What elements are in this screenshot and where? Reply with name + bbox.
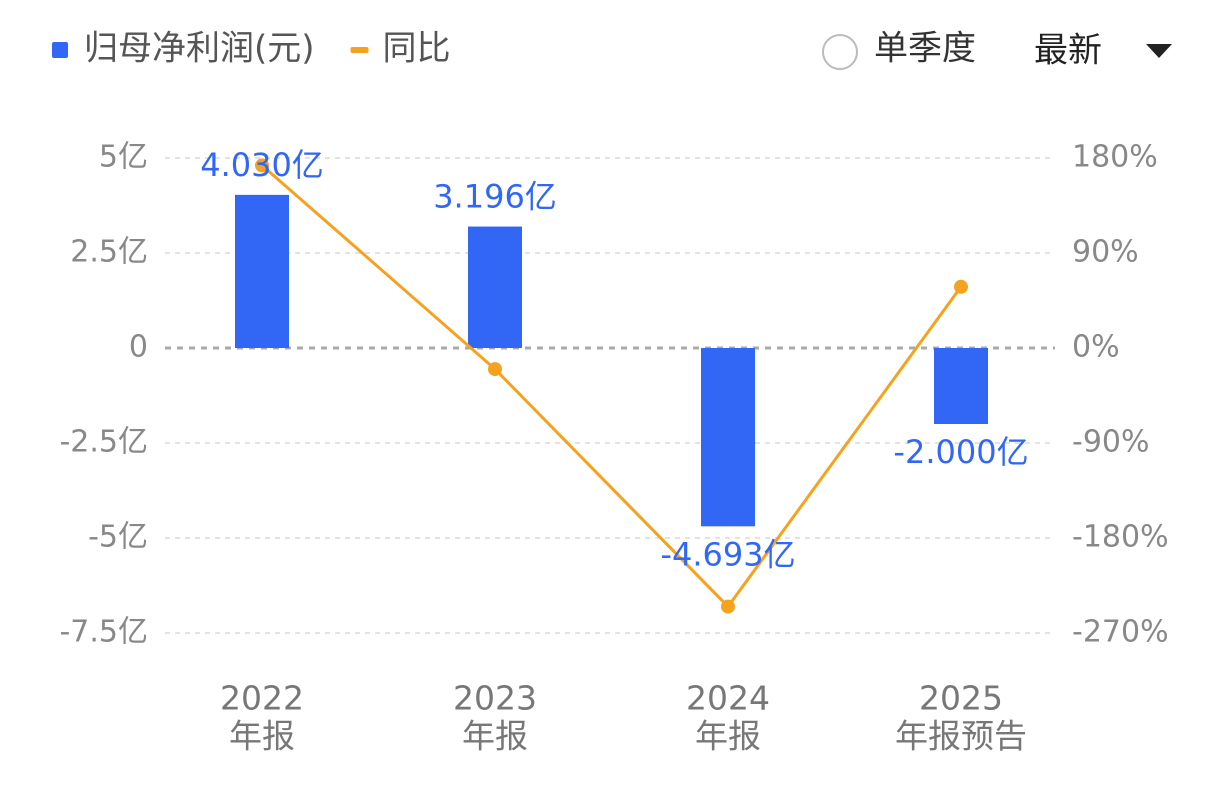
y2-tick-label: 90% <box>1072 235 1139 270</box>
y2-tick-label: 180% <box>1072 140 1158 175</box>
y-tick-label: 5亿 <box>99 140 148 175</box>
bar <box>934 348 988 424</box>
x-tick-label: 2025 <box>919 679 1003 718</box>
y2-tick-label: -270% <box>1072 615 1169 650</box>
x-tick-label: 年报预告 <box>895 717 1027 756</box>
dropdown-arrow[interactable] <box>1146 44 1172 58</box>
line <box>261 164 963 609</box>
data-label: -4.693亿 <box>660 535 795 573</box>
data-label: 4.030亿 <box>200 146 324 184</box>
bar <box>468 226 522 348</box>
legend-swatch <box>52 42 68 58</box>
controls: 单季度 最新 <box>822 29 1172 71</box>
bar <box>235 194 289 348</box>
x-tick-label: 年报 <box>462 717 528 756</box>
y-tick-label: -2.5亿 <box>59 425 148 460</box>
data-label: -2.000亿 <box>893 433 1028 471</box>
toggle-radio[interactable] <box>822 34 858 70</box>
legend-swatch <box>350 47 369 53</box>
legend-label: 同比 <box>383 29 451 69</box>
x-tick-label: 年报 <box>695 717 761 756</box>
x-tick-label: 2023 <box>453 679 537 718</box>
x-tick-label: 2024 <box>686 679 770 718</box>
line-point <box>255 158 269 173</box>
y-tick-label: 2.5亿 <box>70 235 148 270</box>
y-tick-label: -7.5亿 <box>59 615 148 650</box>
data-label: 3.196亿 <box>433 178 557 216</box>
bar <box>701 348 755 527</box>
x-tick-label: 2022 <box>220 679 304 718</box>
line-point <box>954 279 968 294</box>
line-point <box>721 599 735 614</box>
y-tick-label: -5亿 <box>88 520 148 555</box>
period-select[interactable]: 最新 <box>1034 31 1102 71</box>
y2-tick-label: -180% <box>1072 520 1169 555</box>
toggle-label[interactable]: 单季度 <box>874 29 976 69</box>
y2-tick-label: -90% <box>1072 425 1150 460</box>
x-tick-label: 年报 <box>229 717 295 756</box>
line-point <box>488 362 502 377</box>
y-tick-label: 0 <box>129 330 148 365</box>
legend-label: 归母净利润(元) <box>84 29 315 69</box>
y2-tick-label: 0% <box>1072 330 1120 365</box>
